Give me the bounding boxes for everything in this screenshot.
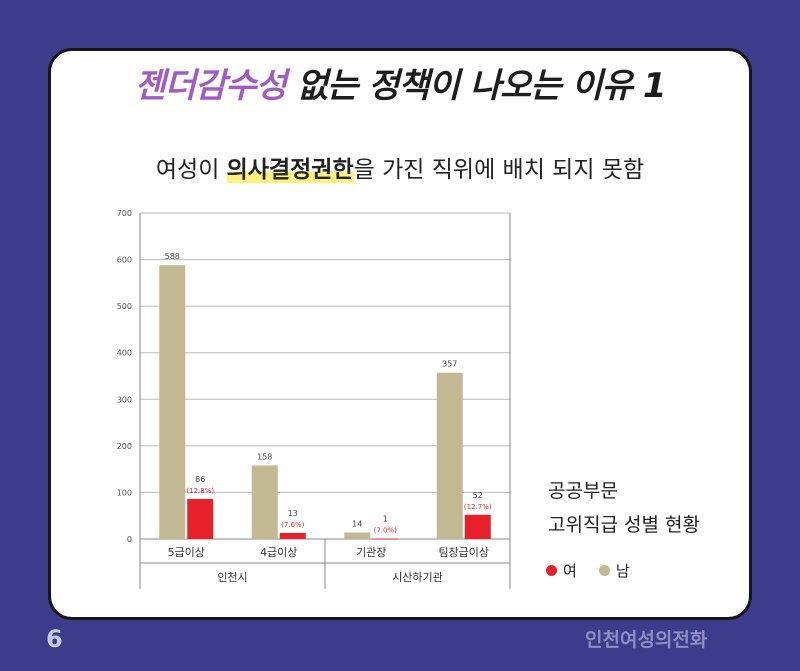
bar-female (372, 538, 399, 540)
bar-male (344, 532, 371, 539)
data-label-male: 357 (442, 360, 457, 369)
bar-male (251, 465, 278, 539)
subtitle-highlight: 의사결정권한 (226, 157, 354, 183)
legend-swatch-female (546, 565, 557, 576)
y-tick-label: 200 (117, 442, 132, 451)
subtitle-post: 을 가진 직위에 배치 되지 못함 (353, 157, 645, 183)
bar-chart: 010020030040050060070058886(12.8%)5급이상15… (117, 209, 511, 589)
legend-label-female: 여 (563, 562, 577, 580)
chart-legend: 여 남 (546, 560, 630, 581)
brand-logo: 인천여성의전화 (585, 629, 708, 651)
data-label-female-pct: (12.8%) (186, 487, 214, 495)
y-tick-label: 300 (117, 395, 132, 404)
x-tick-label: 4급이상 (260, 546, 297, 559)
data-label-female: 86 (195, 475, 205, 484)
subtitle: 여성이 의사결정권한을 가진 직위에 배치 되지 못함 (0, 150, 800, 184)
y-tick-label: 0 (127, 535, 132, 544)
legend-swatch-male (598, 565, 610, 576)
bar-female (187, 498, 214, 539)
subtitle-pre: 여성이 (155, 157, 227, 183)
y-tick-label: 100 (117, 488, 132, 497)
data-label-female-pct: (7.6%) (281, 521, 305, 529)
data-label-female: 13 (288, 509, 298, 518)
data-label-male: 158 (257, 452, 272, 461)
data-label-female: 52 (473, 491, 483, 500)
data-label-female-pct: (7.0%) (374, 527, 398, 535)
page-title: 젠더감수성 없는 정책이 나오는 이유 1 (0, 58, 800, 107)
x-tick-label: 5급이상 (168, 546, 205, 559)
data-label-male: 14 (352, 519, 362, 528)
legend-title-line-1: 공공부문 (548, 480, 618, 502)
data-label-female: 1 (383, 515, 388, 524)
title-accent: 젠더감수성 (134, 66, 286, 106)
y-tick-label: 500 (117, 302, 132, 311)
bar-male (159, 265, 186, 539)
title-rest: 없는 정책이 나오는 이유 1 (285, 66, 667, 106)
y-tick-label: 400 (117, 349, 132, 358)
bar-male (436, 372, 463, 539)
legend-title-line-2: 고위직급 성별 현황 (548, 514, 700, 536)
x-tick-label: 팀장급이상 (438, 546, 489, 559)
x-group-label: 인천시 (217, 570, 247, 584)
page-number: 6 (46, 625, 63, 653)
data-label-male: 588 (165, 252, 180, 261)
legend-label-male: 남 (615, 562, 630, 580)
bar-female (464, 514, 491, 539)
data-label-female-pct: (12.7%) (464, 503, 492, 511)
legend-title: 공공부문 고위직급 성별 현황 (548, 474, 700, 542)
y-tick-label: 600 (117, 256, 132, 265)
bar-female (279, 532, 306, 539)
x-group-label: 시산하기관 (392, 570, 443, 584)
x-tick-label: 기관장 (356, 546, 386, 559)
y-tick-label: 700 (117, 209, 132, 218)
